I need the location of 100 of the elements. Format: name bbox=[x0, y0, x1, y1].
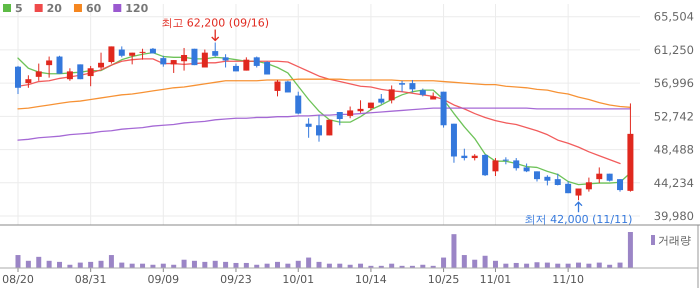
bar bbox=[492, 260, 498, 268]
y-tick-label: 48,488 bbox=[654, 142, 694, 157]
annotation: 최고 62,200 (09/16) bbox=[161, 16, 270, 30]
candlestick bbox=[202, 49, 208, 68]
x-tick-label: 08/31 bbox=[74, 273, 106, 286]
candlestick bbox=[129, 52, 136, 65]
candlestick bbox=[461, 148, 468, 161]
bar bbox=[296, 260, 301, 268]
bar bbox=[212, 260, 218, 268]
candlestick bbox=[336, 111, 343, 126]
bar bbox=[98, 260, 104, 268]
bar bbox=[182, 260, 187, 268]
candlestick bbox=[492, 158, 498, 177]
bar bbox=[628, 232, 633, 268]
bar bbox=[451, 234, 456, 268]
candlestick bbox=[88, 65, 94, 87]
x-tick-label: 09/23 bbox=[220, 273, 252, 286]
bar bbox=[88, 262, 94, 268]
candlestick bbox=[482, 154, 488, 177]
candlestick bbox=[264, 60, 270, 76]
candlestick bbox=[46, 56, 52, 78]
y-tick-label: 61,250 bbox=[654, 42, 694, 57]
candlestick bbox=[284, 80, 291, 93]
candlestick bbox=[399, 80, 406, 92]
bar bbox=[482, 256, 488, 268]
candlestick bbox=[513, 158, 520, 172]
candlestick bbox=[409, 79, 416, 93]
annotation: 최저 42,000 (11/11) bbox=[524, 213, 632, 226]
bar bbox=[140, 264, 146, 268]
x-tick-label: 11/10 bbox=[552, 273, 584, 286]
candlestick bbox=[316, 114, 322, 142]
candlestick bbox=[25, 74, 32, 88]
bar bbox=[358, 264, 364, 268]
candlestick bbox=[326, 119, 332, 136]
legend-label: 5 bbox=[15, 2, 23, 15]
bar bbox=[566, 264, 571, 268]
candlestick bbox=[596, 166, 602, 184]
legend-label: 거래량 bbox=[658, 234, 691, 247]
bar bbox=[160, 264, 166, 268]
candlestick bbox=[14, 65, 21, 95]
bar bbox=[576, 262, 582, 268]
bar bbox=[192, 260, 197, 268]
bar bbox=[130, 264, 135, 268]
line-series bbox=[17, 78, 632, 110]
candlestick bbox=[576, 188, 582, 201]
y-tick-label: 52,742 bbox=[654, 109, 694, 124]
bar bbox=[285, 264, 290, 268]
candlestick bbox=[212, 42, 218, 58]
bar bbox=[544, 262, 550, 268]
bar bbox=[57, 262, 62, 268]
bar bbox=[264, 264, 270, 268]
candlestick bbox=[140, 48, 146, 60]
candlestick bbox=[347, 106, 354, 119]
candlestick bbox=[66, 68, 73, 82]
candlestick bbox=[56, 55, 63, 74]
candlestick bbox=[306, 118, 312, 138]
bar bbox=[274, 262, 280, 268]
candlestick bbox=[243, 56, 250, 72]
bar bbox=[46, 260, 52, 268]
candlestick bbox=[388, 84, 395, 104]
bar bbox=[108, 255, 114, 268]
candlestick bbox=[254, 56, 260, 68]
x-tick-label: 09/09 bbox=[147, 273, 180, 286]
bar bbox=[534, 262, 540, 268]
bar bbox=[119, 262, 124, 268]
candlestick bbox=[181, 47, 188, 72]
y-tick-label: 39,980 bbox=[654, 209, 694, 223]
x-tick-label: 08/20 bbox=[2, 273, 34, 286]
y-tick-label: 56,996 bbox=[654, 76, 694, 90]
candlestick bbox=[295, 91, 302, 115]
bar bbox=[503, 264, 508, 268]
x-tick-label: 11/01 bbox=[480, 273, 512, 286]
bar bbox=[596, 262, 602, 268]
bar bbox=[389, 264, 394, 268]
legend-label: 20 bbox=[46, 2, 62, 15]
candlestick bbox=[108, 46, 114, 64]
candlestick bbox=[554, 173, 561, 186]
bar bbox=[202, 262, 208, 268]
bar bbox=[26, 260, 31, 268]
line-series bbox=[17, 107, 632, 141]
bar bbox=[36, 256, 42, 268]
bar bbox=[78, 262, 83, 268]
bar bbox=[223, 262, 228, 268]
y-tick-label: 65,504 bbox=[654, 10, 694, 24]
candlestick bbox=[170, 60, 177, 74]
bar bbox=[462, 255, 467, 268]
legend-label: 120 bbox=[125, 2, 149, 15]
x-tick-label: 10/01 bbox=[282, 273, 314, 286]
bar bbox=[618, 262, 623, 268]
bar bbox=[337, 264, 342, 268]
bar bbox=[472, 260, 478, 268]
candlestick bbox=[617, 178, 624, 192]
bar bbox=[326, 264, 332, 268]
candlestick bbox=[36, 63, 42, 82]
x-tick-label: 10/14 bbox=[355, 273, 387, 286]
bar bbox=[306, 258, 312, 268]
bar bbox=[586, 264, 592, 268]
bar bbox=[316, 262, 322, 268]
candlestick bbox=[222, 54, 229, 68]
legend-label: 60 bbox=[86, 2, 102, 15]
